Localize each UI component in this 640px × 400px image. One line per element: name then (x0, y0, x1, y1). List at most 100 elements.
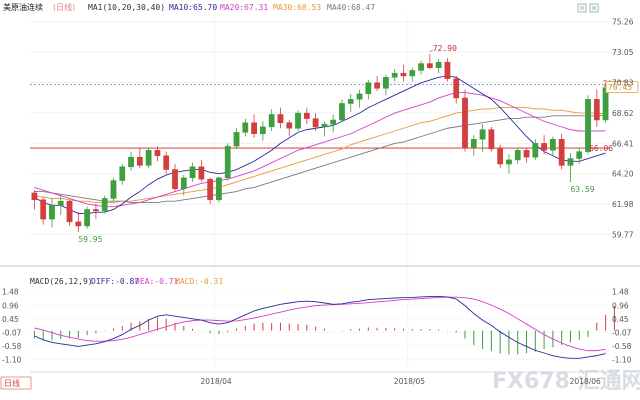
candle[interactable] (418, 60, 424, 75)
candle[interactable] (321, 121, 328, 137)
candle[interactable] (470, 135, 477, 156)
period-tag[interactable]: 日线 (0, 376, 32, 390)
candle[interactable] (303, 107, 310, 125)
candle[interactable] (40, 197, 47, 225)
candle[interactable] (110, 177, 117, 202)
current-price-tag: 70.45 (605, 81, 639, 94)
candle[interactable] (207, 177, 214, 204)
candle[interactable] (180, 175, 187, 196)
price-header: 美原油连续 (日线) MA1(10,20,30,40) MA10:65.70 M… (3, 2, 375, 12)
macd-header: MACD(26,12,9) DIFF:-0.87 DEA:-0.71 MACD:… (30, 277, 223, 286)
candle[interactable] (154, 146, 161, 162)
candle[interactable] (216, 176, 222, 203)
candle[interactable] (435, 59, 442, 74)
macd-diff-value: DIFF:-0.87 (91, 277, 139, 286)
candle[interactable] (506, 154, 512, 174)
date-tick-label: 2018/04 (201, 377, 232, 386)
candle[interactable] (84, 206, 91, 229)
candle[interactable] (479, 124, 486, 152)
candle[interactable] (145, 147, 152, 169)
ma10-line (34, 75, 606, 215)
macd-grid (30, 291, 610, 360)
candle[interactable] (409, 67, 416, 82)
candle[interactable] (444, 58, 451, 82)
candle[interactable] (233, 128, 240, 149)
candle[interactable] (31, 190, 38, 210)
macd-dea-value: DEA:-0.71 (135, 277, 179, 286)
candle[interactable] (523, 147, 530, 163)
price-tick-label: 61.98 (612, 200, 634, 209)
price-tick-label: 59.77 (612, 231, 634, 240)
candle[interactable] (400, 64, 407, 82)
price-tick-label: 66.41 (612, 139, 634, 148)
price-grid (30, 21, 610, 235)
candle[interactable] (356, 89, 363, 108)
macd-tick-label-left: -0.58 (2, 342, 22, 351)
candle[interactable] (383, 74, 389, 96)
candle[interactable] (347, 93, 354, 112)
candle[interactable] (66, 199, 73, 226)
candle[interactable] (251, 114, 257, 138)
candle[interactable] (163, 151, 170, 174)
settings-icon[interactable] (577, 3, 587, 13)
candle[interactable] (426, 53, 433, 70)
candle[interactable] (312, 113, 319, 131)
ma20-line (34, 92, 606, 208)
candle[interactable] (136, 147, 143, 169)
ma20-value: MA20:67.31 (220, 3, 268, 12)
candle[interactable] (549, 136, 556, 156)
candle[interactable] (374, 75, 381, 92)
candle[interactable] (339, 99, 345, 122)
date-gridlines (214, 14, 409, 368)
macd-tick-label-left: 1.48 (2, 288, 19, 297)
macd-tick-label: 0.96 (612, 301, 629, 310)
candle[interactable] (268, 108, 275, 131)
candle[interactable] (541, 135, 547, 155)
macd-tick-label: -1.10 (612, 356, 632, 365)
candle[interactable] (453, 75, 460, 104)
instrument-name: 美原油连续 (3, 2, 43, 12)
candle[interactable] (391, 69, 398, 82)
candle[interactable] (75, 212, 82, 233)
candlesticks[interactable] (31, 53, 609, 233)
candle[interactable] (488, 126, 495, 152)
candle[interactable] (57, 195, 64, 215)
dea-line (34, 296, 606, 352)
svg-text:70.45: 70.45 (608, 83, 632, 92)
candle[interactable] (128, 151, 134, 171)
candle[interactable] (532, 139, 539, 160)
candle[interactable] (189, 162, 196, 182)
high-label: 72.90 (433, 44, 457, 53)
candle[interactable] (259, 121, 266, 141)
close-icon[interactable] (589, 3, 599, 13)
candle[interactable] (462, 89, 468, 152)
price-tick-label: 73.05 (612, 48, 634, 57)
candle[interactable] (593, 89, 600, 127)
candle[interactable] (277, 107, 284, 129)
date-tick-label: 2018/06 (570, 377, 601, 386)
macd-tick-label-left: 0.45 (2, 315, 19, 324)
candle[interactable] (119, 164, 126, 185)
candle[interactable] (330, 114, 337, 133)
candle[interactable] (585, 95, 591, 155)
candle[interactable] (567, 153, 574, 183)
candle[interactable] (295, 110, 301, 131)
candle[interactable] (576, 147, 583, 165)
candle[interactable] (365, 80, 372, 100)
candle[interactable] (93, 203, 99, 220)
candle[interactable] (172, 164, 178, 192)
candle[interactable] (101, 195, 108, 214)
candle[interactable] (49, 198, 55, 228)
candle[interactable] (242, 118, 249, 137)
candle[interactable] (286, 119, 293, 137)
price-tick-label: 75.26 (612, 17, 634, 26)
macd-tick-label: -0.58 (612, 342, 632, 351)
candle[interactable] (497, 144, 504, 169)
candle[interactable] (514, 147, 521, 165)
period-badge[interactable]: (日线) (53, 2, 75, 12)
candle[interactable] (224, 143, 231, 181)
candle[interactable] (198, 159, 205, 182)
macd-hist-value: MACD:-0.31 (175, 277, 223, 286)
candle[interactable] (558, 133, 565, 170)
